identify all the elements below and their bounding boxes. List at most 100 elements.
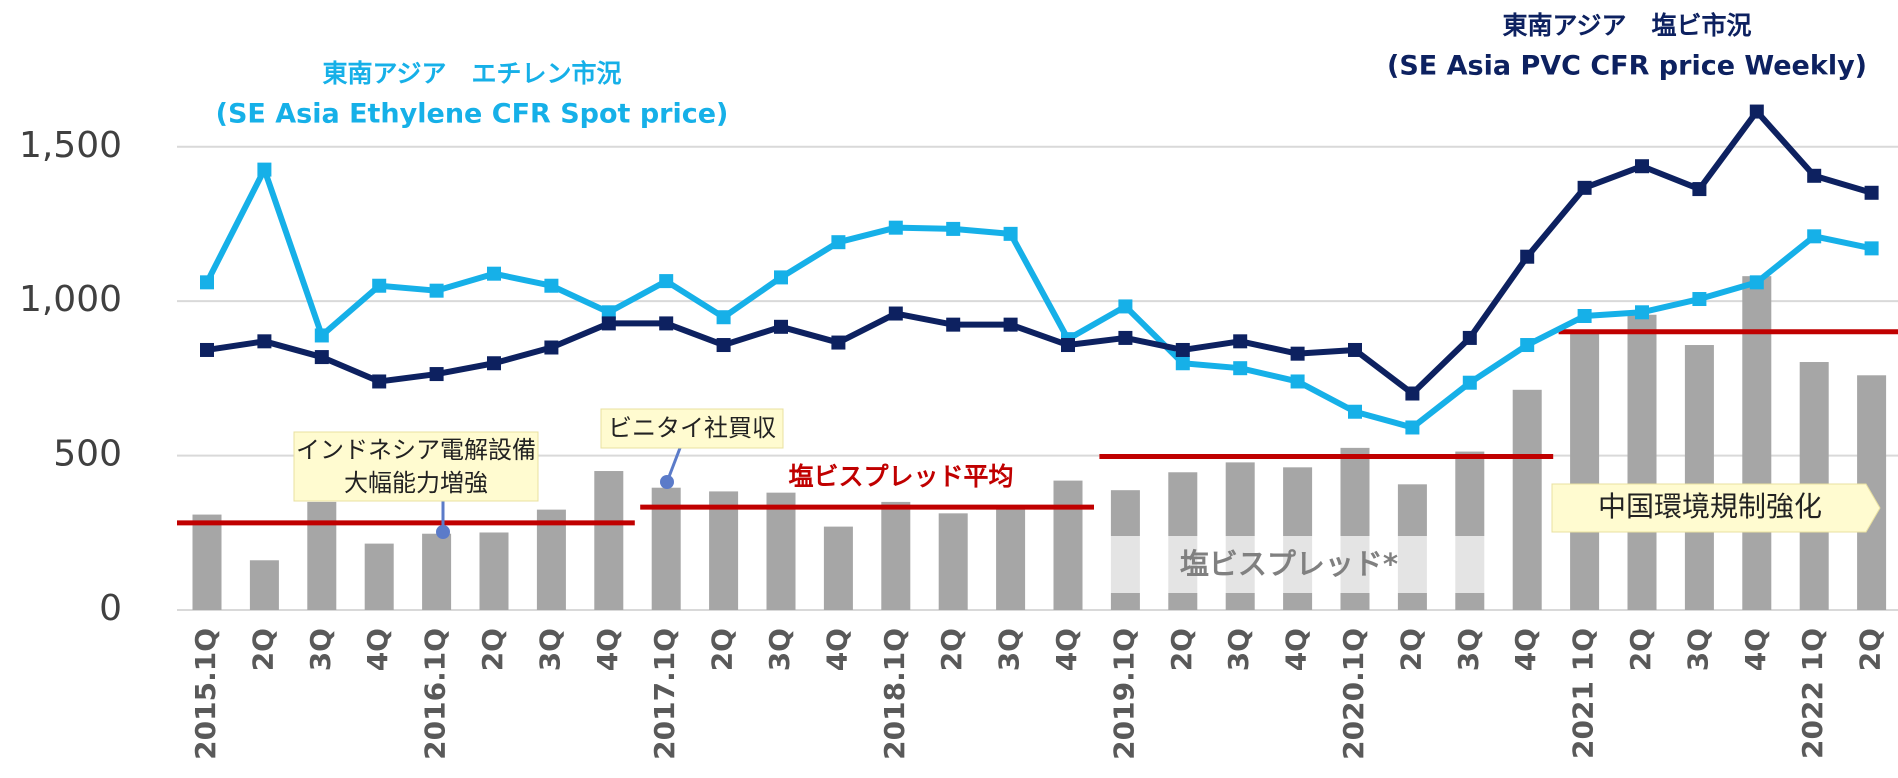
x-tick-label: 4Q <box>1739 628 1772 671</box>
annotation: ビニタイ社買収 <box>608 414 776 442</box>
line-marker <box>946 317 961 332</box>
line-marker <box>1807 229 1822 244</box>
x-tick-label: 2020.1Q <box>1337 628 1370 760</box>
x-tick-label: 2018.1Q <box>878 628 911 760</box>
line-marker <box>544 278 559 293</box>
line-marker <box>1348 342 1362 357</box>
bar <box>996 508 1026 610</box>
line-marker <box>1520 338 1535 353</box>
line-marker <box>716 338 731 353</box>
bar <box>1742 276 1772 610</box>
x-tick-label: 3Q <box>763 628 796 671</box>
x-tick-label: 2Q <box>1624 628 1657 671</box>
x-tick-label: 3Q <box>1222 628 1255 671</box>
x-tick-label: 4Q <box>361 628 394 671</box>
bar <box>536 509 566 610</box>
bar <box>192 514 222 610</box>
line-marker <box>888 306 903 321</box>
x-tick-label: 4Q <box>1280 628 1313 671</box>
bar <box>709 491 739 610</box>
line-marker <box>429 283 444 298</box>
x-tick-label: 2016.1Q <box>419 628 452 760</box>
x-tick-label: 2Q <box>1854 628 1887 671</box>
x-tick-label: 4Q <box>1050 628 1083 671</box>
line-marker <box>1003 226 1018 241</box>
x-tick-label: 2Q <box>706 628 739 671</box>
line-marker <box>1175 356 1190 371</box>
bar <box>881 501 911 610</box>
x-tick-label: 4Q <box>1509 628 1542 671</box>
x-tick-label: 2Q <box>476 628 509 671</box>
line-marker <box>1405 386 1420 401</box>
line-marker <box>200 275 214 290</box>
series-title: 東南アジア 塩ビ市況 <box>1502 11 1751 40</box>
line-marker <box>1348 404 1362 419</box>
line-series <box>204 166 1873 431</box>
line-marker <box>1635 305 1649 320</box>
x-tick-label: 3Q <box>304 628 337 671</box>
line-marker <box>200 342 214 357</box>
annotation: 中国環境規制強化 <box>1598 490 1822 523</box>
spread-label-band <box>1110 536 1486 593</box>
pointer-dot <box>660 475 674 489</box>
line-marker <box>1462 330 1477 345</box>
line-marker <box>1520 249 1535 264</box>
series-title-en: (SE Asia PVC CFR price Weekly) <box>1387 51 1867 82</box>
line-marker <box>487 266 501 281</box>
line-marker <box>1462 375 1477 390</box>
line-marker <box>831 335 846 350</box>
line-marker <box>1175 342 1190 357</box>
bar <box>479 532 509 610</box>
line-marker <box>888 220 903 235</box>
line-marker <box>659 274 674 289</box>
x-tick-label: 4Q <box>820 628 853 671</box>
line-marker <box>1692 182 1707 197</box>
series-title: 東南アジア エチレン市況 <box>322 59 621 88</box>
line-marker <box>946 221 961 236</box>
line-marker <box>1290 346 1305 361</box>
line-marker <box>1749 275 1764 290</box>
y-tick-label: 500 <box>53 434 122 475</box>
line-marker <box>1233 334 1248 349</box>
bar <box>307 501 337 610</box>
bar-series-label: 塩ビスプレッド* <box>1180 547 1398 581</box>
x-tick-label: 2022 1Q <box>1796 628 1829 759</box>
x-tick-label: 2017.1Q <box>648 628 681 760</box>
bar <box>422 533 452 610</box>
series-title-en: (SE Asia Ethylene CFR Spot price) <box>216 99 729 130</box>
line-marker <box>1749 104 1764 119</box>
x-tick-label: 2Q <box>1394 628 1427 671</box>
bar <box>823 526 853 610</box>
line-marker <box>372 278 387 293</box>
x-tick-label: 4Q <box>591 628 624 671</box>
line-marker <box>1864 185 1879 200</box>
bar <box>1512 389 1542 610</box>
line-marker <box>601 305 616 320</box>
line-marker <box>659 316 674 331</box>
line-series <box>206 108 1873 397</box>
line-marker <box>544 340 559 355</box>
line-marker <box>314 350 329 365</box>
bar <box>594 471 624 610</box>
spread-average-label: 塩ビスプレッド平均 <box>788 462 1013 491</box>
x-tick-label: 3Q <box>533 628 566 671</box>
annotation: 大幅能力増強 <box>344 469 488 497</box>
bar <box>249 560 279 610</box>
line-marker <box>1061 338 1075 353</box>
line-marker <box>1405 420 1420 435</box>
line-marker <box>1118 299 1133 314</box>
y-tick-label: 1,500 <box>19 125 122 166</box>
annotation-box <box>1551 483 1881 533</box>
x-tick-label: 2019.1Q <box>1107 628 1140 760</box>
line-marker <box>1635 159 1649 174</box>
bar <box>1570 332 1600 610</box>
bar <box>1053 480 1083 610</box>
line-marker <box>257 162 272 177</box>
line-marker <box>429 367 444 382</box>
bar <box>938 513 968 610</box>
line-marker <box>1233 361 1248 376</box>
x-tick-label: 2015.1Q <box>189 628 222 760</box>
x-tick-label: 3Q <box>993 628 1026 671</box>
x-tick-label: 3Q <box>1452 628 1485 671</box>
x-tick-label: 2Q <box>246 628 279 671</box>
